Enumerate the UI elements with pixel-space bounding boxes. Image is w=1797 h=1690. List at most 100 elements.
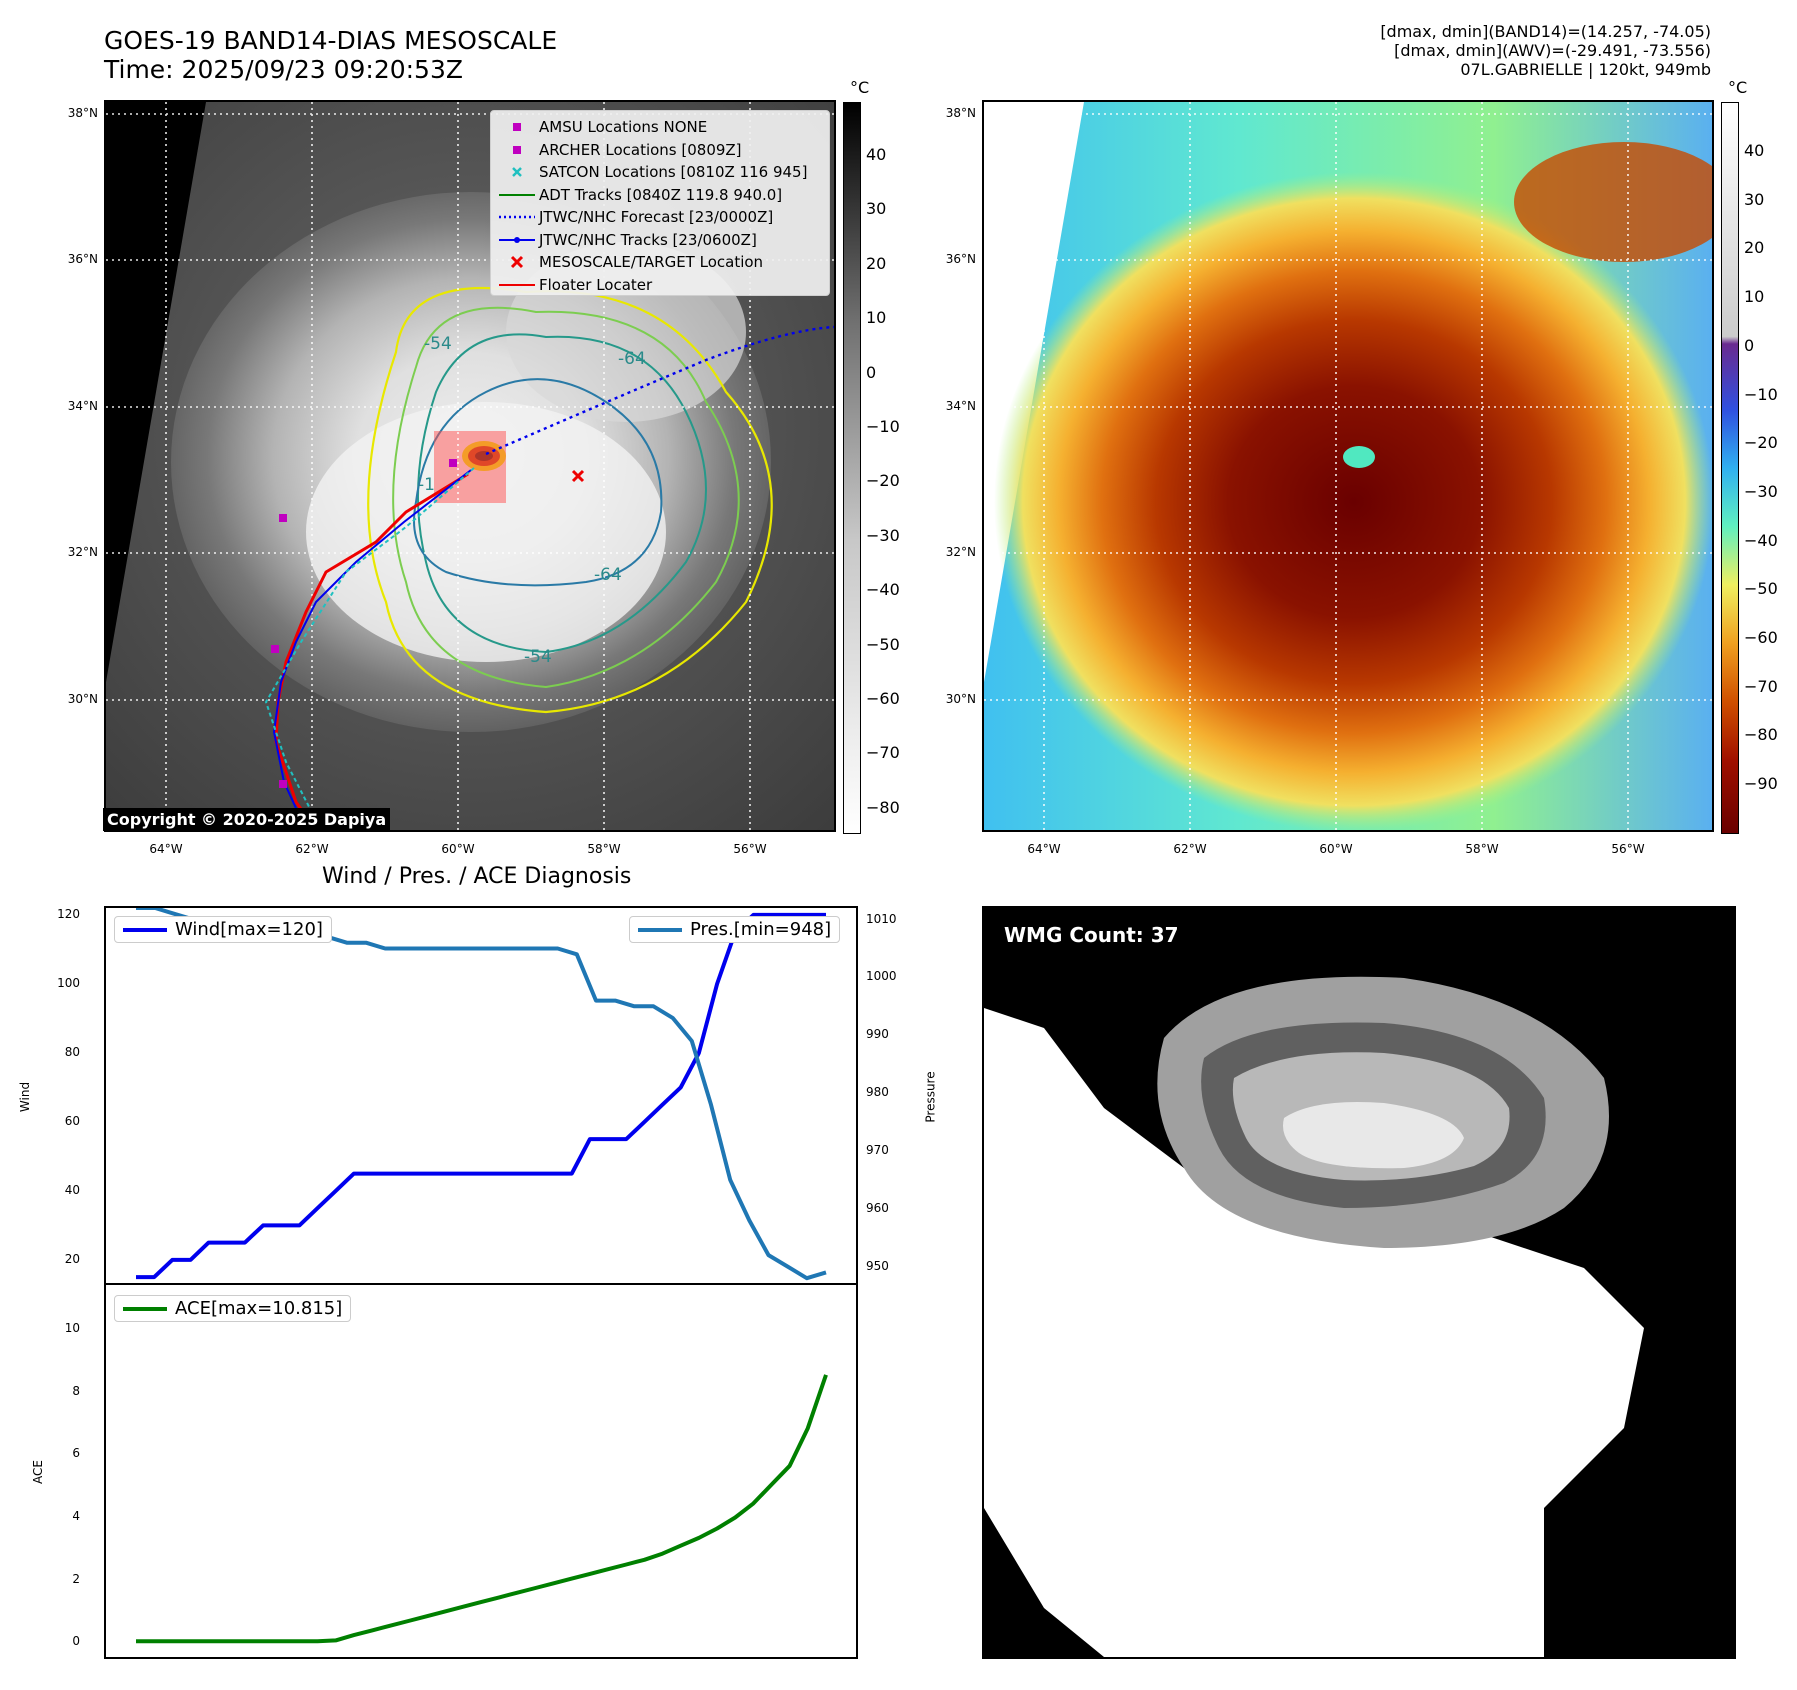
wind-tick-label: 60 (64, 1113, 80, 1128)
storm-info: [dmax, dmin](BAND14)=(14.257, -74.05) [d… (1380, 22, 1711, 79)
figure-title: GOES-19 BAND14-DIAS MESOSCALE Time: 2025… (104, 26, 557, 84)
ace-legend: ACE[max=10.815] (114, 1295, 352, 1322)
ir-colorbar-tick: −80 (866, 797, 900, 817)
ace-legend-label: ACE[max=10.815] (175, 1298, 343, 1319)
wind-legend: Wind[max=120] (114, 916, 332, 943)
ir-colorbar (843, 102, 861, 834)
info-line-3: 07L.GABRIELLE | 120kt, 949mb (1460, 60, 1711, 79)
map-legend-symbol (513, 123, 521, 131)
awv-lat-label: 32°N (945, 545, 976, 559)
ir-colorbar-tick: 30 (866, 199, 887, 219)
map-legend-label: JTWC/NHC Forecast [23/0000Z] (539, 208, 774, 226)
ir-lon-label: 58°W (587, 842, 621, 856)
ir-map-panel: -54 -64 -64 -54 -1 (104, 100, 836, 832)
awv-map-panel (982, 100, 1714, 832)
wmg-panel (982, 906, 1736, 1659)
wind-legend-swatch (123, 928, 167, 932)
ir-lat-label: 34°N (67, 399, 98, 413)
ir-colorbar-tick: −70 (866, 743, 900, 763)
awv-colorbar-tick: 0 (1744, 335, 1755, 355)
map-legend: AMSU Locations NONE ARCHER Locations [080… (490, 110, 830, 296)
awv-colorbar-tick: 30 (1744, 189, 1765, 209)
wind-legend-label: Wind[max=120] (175, 919, 323, 940)
pressure-tick-label: 950 (866, 1258, 889, 1273)
contour-label: -54 (524, 647, 552, 667)
awv-colorbar-tick: 10 (1744, 287, 1765, 307)
ir-colorbar-tick: −50 (866, 634, 900, 654)
awv-colorbar-unit: °C (1728, 78, 1748, 97)
ir-colorbar-tick: 20 (866, 253, 887, 273)
info-line-1: [dmax, dmin](BAND14)=(14.257, -74.05) (1380, 22, 1711, 41)
title-line-1: GOES-19 BAND14-DIAS MESOSCALE (104, 26, 558, 55)
ir-colorbar-unit: °C (850, 78, 870, 97)
map-legend-label: Floater Locater (539, 275, 653, 294)
wind-pressure-plot (136, 908, 827, 1281)
ace-tick-label: 6 (72, 1446, 80, 1461)
pressure-legend-label: Pres.[min=948] (690, 919, 832, 940)
map-legend-label: SATCON Locations [0810Z 116 945] (539, 163, 808, 181)
map-legend-symbol (499, 193, 535, 196)
awv-lat-label: 38°N (945, 106, 976, 120)
wmg-count-badge: WMG Count: 37 (996, 920, 1187, 950)
ir-colorbar-tick: −10 (866, 417, 900, 436)
ir-map-image: -54 -64 -64 -54 -1 (106, 102, 834, 830)
map-legend-label: JTWC/NHC Tracks [23/0600Z] (539, 230, 757, 249)
contour-label: -54 (424, 334, 452, 354)
wind-pressure-panel (104, 906, 858, 1285)
ace-tick-label: 10 (64, 1320, 80, 1335)
map-legend-symbol (499, 215, 535, 219)
wind-tick-label: 40 (64, 1182, 80, 1197)
map-legend-entry: JTWC/NHC Forecast [23/0000Z] (491, 207, 829, 227)
awv-lon-label: 62°W (1173, 842, 1207, 856)
awv-grid (984, 102, 1712, 830)
map-legend-symbol (510, 255, 524, 269)
wind-tick-label: 100 (57, 975, 80, 990)
copyright-label: Copyright © 2020-2025 Dapiya (103, 808, 391, 831)
map-legend-entry: ARCHER Locations [0809Z] (491, 140, 829, 160)
ace-axis-title: ACE (30, 1460, 45, 1484)
map-legend-entry: ADT Tracks [0840Z 119.8 940.0] (491, 185, 829, 205)
wind-tick-label: 80 (64, 1044, 80, 1059)
ir-lat-label: 38°N (67, 106, 98, 120)
map-legend-symbol (499, 236, 535, 243)
awv-lat-label: 30°N (945, 692, 976, 706)
pressure-tick-label: 970 (866, 1142, 889, 1157)
awv-lat-label: 36°N (945, 252, 976, 266)
pressure-axis-title: Pressure (923, 1071, 938, 1123)
wind-axis-title: Wind (18, 1081, 33, 1113)
contour-label: -64 (618, 349, 646, 369)
ir-colorbar-tick: 10 (866, 308, 887, 328)
map-legend-entry: AMSU Locations NONE (491, 117, 829, 137)
awv-colorbar (1721, 102, 1739, 834)
awv-colorbar-tick: −90 (1744, 774, 1778, 794)
ace-legend-swatch (123, 1307, 167, 1311)
awv-colorbar-tick: 40 (1744, 141, 1765, 160)
map-legend-symbol (513, 145, 521, 154)
ir-colorbar-tick: −30 (866, 525, 900, 545)
awv-colorbar-tick: −10 (1744, 384, 1778, 404)
ace-panel (104, 1283, 858, 1659)
awv-colorbar-tick: −40 (1744, 530, 1778, 550)
map-legend-entry: Floater Locater (491, 275, 829, 295)
awv-colorbar-tick: −80 (1744, 725, 1778, 745)
map-legend-entry: SATCON Locations [0810Z 116 945] (491, 162, 829, 182)
ir-lon-label: 56°W (733, 842, 767, 856)
map-legend-symbol (512, 167, 522, 177)
ir-colorbar-tick: −60 (866, 689, 900, 708)
awv-lon-label: 58°W (1465, 842, 1499, 856)
ir-colorbar-tick: −20 (866, 471, 900, 491)
wmg-image (984, 908, 1734, 1657)
wind-series-line (136, 912, 826, 1280)
pressure-legend-swatch (638, 928, 682, 932)
awv-lon-label: 64°W (1027, 842, 1061, 856)
ir-colorbar-tick: −40 (866, 580, 900, 600)
pressure-tick-label: 990 (866, 1027, 889, 1042)
pressure-tick-label: 960 (866, 1200, 889, 1215)
target-marker (571, 469, 585, 483)
info-line-2: [dmax, dmin](AWV)=(-29.491, -73.556) (1394, 41, 1711, 60)
pressure-tick-label: 1000 (866, 969, 897, 984)
awv-colorbar-tick: −70 (1744, 676, 1778, 696)
ace-tick-label: 8 (72, 1383, 80, 1398)
map-legend-entry: MESOSCALE/TARGET Location (491, 252, 829, 272)
awv-colorbar-tick: −30 (1744, 481, 1778, 501)
